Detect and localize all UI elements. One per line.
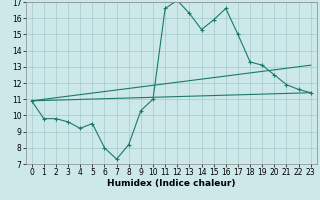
- X-axis label: Humidex (Indice chaleur): Humidex (Indice chaleur): [107, 179, 236, 188]
